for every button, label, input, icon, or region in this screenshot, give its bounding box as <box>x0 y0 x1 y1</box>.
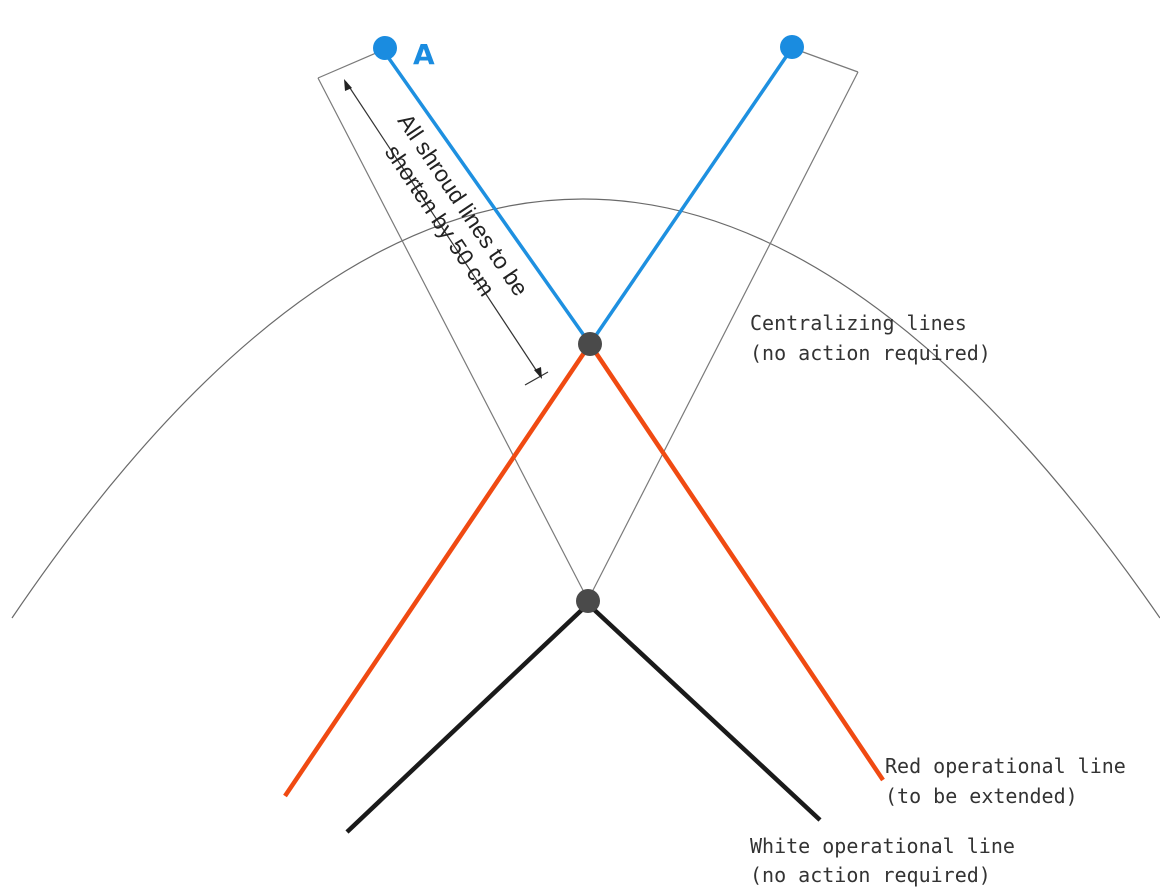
measurement-label-group: All shroud lines to be shorten by 50 cm <box>380 109 534 301</box>
white-label-line2: (no action required) <box>750 863 991 887</box>
red-label-line1: Red operational line <box>885 754 1126 778</box>
centralizing-label-line1: Centralizing lines <box>750 311 967 335</box>
centralizing-line-right <box>587 71 859 601</box>
dimension-arrowhead-bottom <box>534 367 542 379</box>
canopy-edge-arc <box>11 198 1160 619</box>
red-operational-line-right <box>588 342 885 782</box>
white-label-line1: White operational line <box>750 834 1015 858</box>
upper-junction-point <box>578 332 602 356</box>
white-operational-line-right <box>586 602 822 822</box>
centralizing-label-line2: (no action required) <box>750 341 991 365</box>
dimension-arrow-line <box>345 81 541 377</box>
canopy-edge-tick-right <box>791 47 859 73</box>
shroud-line-right <box>588 47 794 345</box>
canopy-edge-tick-left <box>317 49 384 79</box>
attachment-point-right <box>780 35 804 59</box>
white-operational-line-left <box>345 602 590 834</box>
red-operational-line-left <box>283 342 592 798</box>
centralizing-line-left <box>317 77 589 601</box>
point-a-label: A <box>413 38 435 71</box>
shroud-line-left <box>381 48 592 346</box>
dimension-arrowhead-top <box>344 79 352 91</box>
red-label-line2: (to be extended) <box>885 784 1078 808</box>
attachment-point-a <box>373 36 397 60</box>
dimension-extension-line <box>524 371 549 386</box>
lower-junction-point <box>576 589 600 613</box>
